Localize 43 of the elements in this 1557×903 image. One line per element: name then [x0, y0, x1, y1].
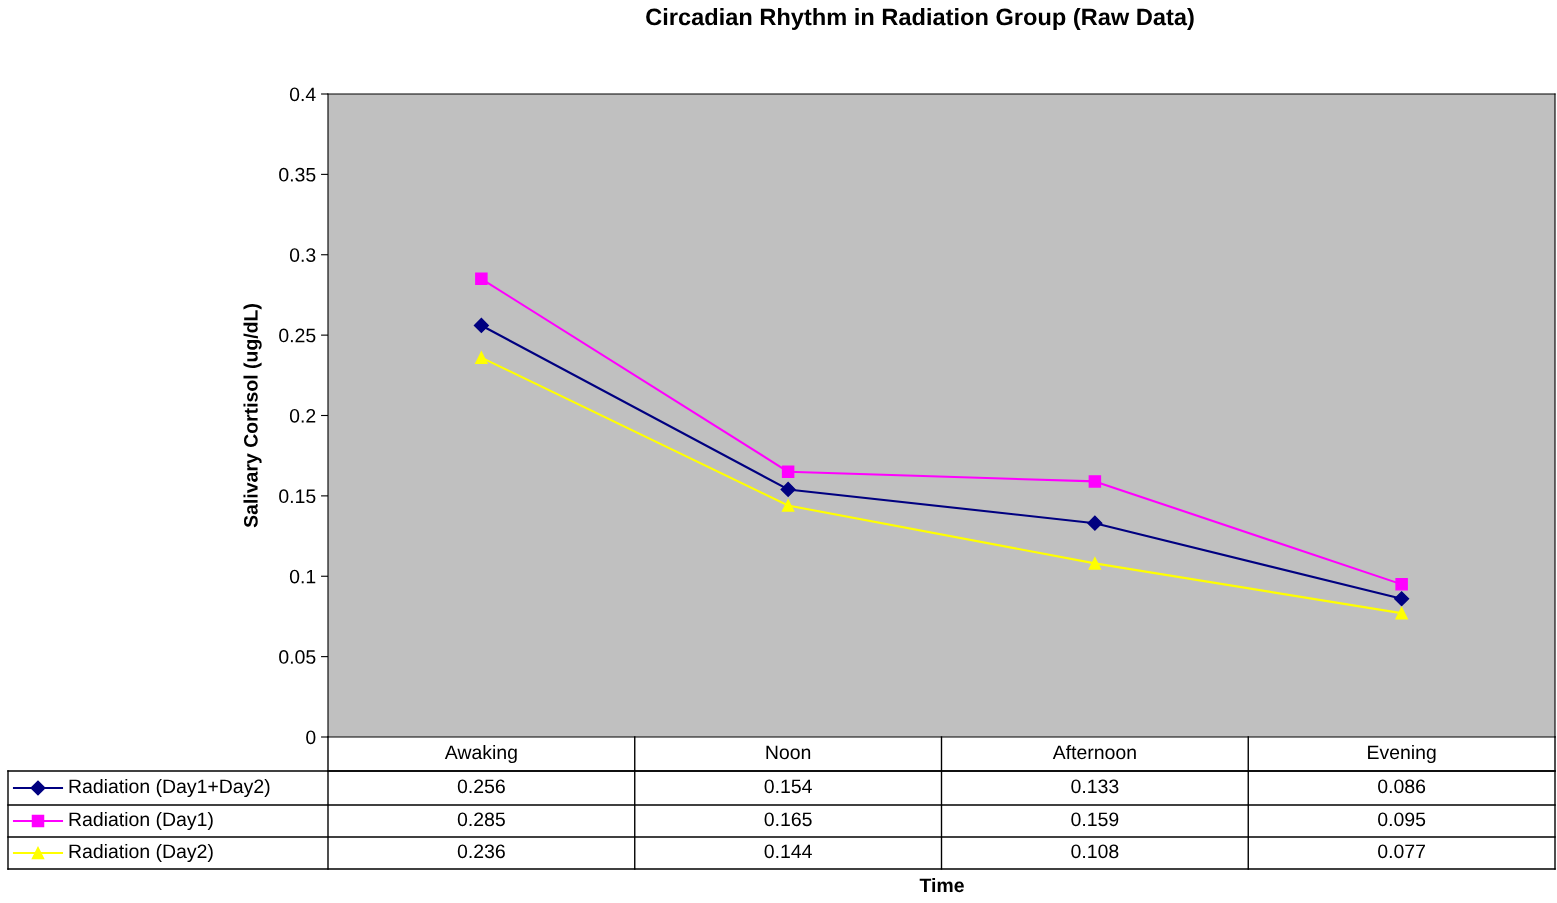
data-label: 0.256	[457, 779, 505, 794]
point	[1087, 515, 1103, 531]
y-axis-title: Salivary Cortisol (ug/dL)	[243, 304, 262, 528]
y-tick-label: 0.05	[279, 650, 316, 664]
data-label: 0.086	[1378, 779, 1426, 794]
y-tick-label: 0.2	[289, 408, 316, 423]
data-label: 0.236	[457, 844, 505, 859]
text: Time	[919, 877, 964, 893]
chart-title: Circadian Rhythm in Radiation Group (Raw Data)	[646, 8, 1194, 31]
point	[1395, 606, 1408, 620]
data-label: 0.159	[1071, 812, 1119, 827]
y-tick-label: 0.15	[279, 489, 316, 504]
y-tick-label: 0.25	[279, 328, 316, 343]
point	[781, 465, 795, 479]
point	[475, 272, 488, 286]
data-label: 0.108	[1071, 844, 1119, 859]
data-label: 0.154	[764, 779, 812, 794]
x-tick-label: Awaking	[444, 744, 517, 764]
point	[1088, 475, 1102, 488]
point	[1394, 591, 1410, 607]
y-tick-label: 0.3	[289, 248, 316, 262]
y-tick-label: 0.1	[289, 569, 316, 584]
data-label: 0.095	[1378, 812, 1426, 827]
point	[475, 351, 488, 364]
y-tick-label: 0.4	[289, 87, 316, 102]
y-tick-label: 0	[306, 730, 316, 745]
legend-label: Radiation (Day1+Day2)	[69, 778, 270, 798]
x-tick-label: Evening	[1368, 744, 1436, 764]
point	[1395, 578, 1408, 591]
point	[780, 481, 796, 498]
x-tick-label: Afternoon	[1052, 744, 1136, 760]
data-label: 0.133	[1071, 779, 1119, 794]
y-tick-label: 0.35	[279, 167, 316, 182]
data-label: 0.077	[1378, 844, 1425, 859]
legend-label: Radiation (Day2)	[69, 843, 213, 863]
data-label: 0.165	[764, 812, 812, 827]
point	[781, 499, 795, 512]
legend-label: Radiation (Day1)	[69, 811, 213, 831]
point	[473, 317, 489, 334]
data-label: 0.144	[764, 844, 812, 859]
x-tick-label: Noon	[766, 745, 811, 760]
point	[1088, 557, 1102, 570]
data-label: 0.285	[457, 812, 505, 827]
